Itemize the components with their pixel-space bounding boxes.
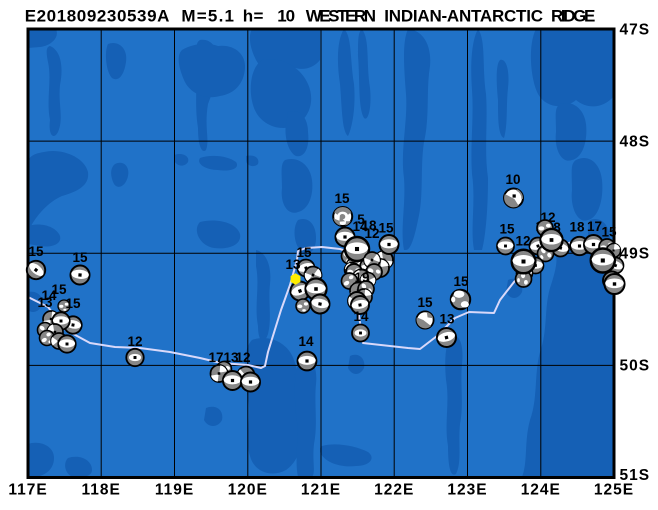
svg-text:15: 15 <box>296 245 312 260</box>
svg-text:15: 15 <box>72 250 88 265</box>
svg-text:10: 10 <box>277 7 295 26</box>
svg-text:14: 14 <box>353 309 369 324</box>
svg-text:E201809230539A: E201809230539A <box>25 7 170 26</box>
svg-text:15: 15 <box>51 282 67 297</box>
svg-text:18: 18 <box>361 218 377 233</box>
svg-text:50S: 50S <box>620 358 651 375</box>
svg-text:13: 13 <box>285 257 301 272</box>
svg-text:48S: 48S <box>620 133 651 150</box>
svg-text:5: 5 <box>357 212 365 227</box>
svg-text:10: 10 <box>505 172 520 187</box>
svg-text:19: 19 <box>354 270 369 285</box>
svg-text:125E: 125E <box>594 481 634 498</box>
svg-text:15: 15 <box>453 274 469 289</box>
svg-text:17: 17 <box>208 350 223 365</box>
svg-text:M=5.1: M=5.1 <box>181 7 234 26</box>
svg-text:49S: 49S <box>620 246 651 263</box>
svg-text:13: 13 <box>439 312 455 327</box>
svg-text:15: 15 <box>28 244 44 259</box>
svg-text:INDIAN-ANTARCTIC: INDIAN-ANTARCTIC <box>384 7 543 26</box>
svg-text:14: 14 <box>352 219 368 234</box>
svg-text:118E: 118E <box>82 481 121 498</box>
svg-text:13: 13 <box>223 350 239 365</box>
svg-text:121E: 121E <box>301 481 341 498</box>
svg-text:124E: 124E <box>521 481 561 498</box>
svg-text:12: 12 <box>515 234 530 249</box>
svg-text:RIDGE: RIDGE <box>551 7 595 26</box>
svg-text:12: 12 <box>127 334 142 349</box>
svg-text:14: 14 <box>41 288 57 303</box>
svg-text:51S: 51S <box>620 467 651 484</box>
svg-text:117E: 117E <box>8 481 47 498</box>
svg-text:12: 12 <box>235 350 250 365</box>
svg-text:h=: h= <box>243 7 264 26</box>
svg-text:15: 15 <box>334 191 350 206</box>
svg-text:120E: 120E <box>228 481 268 498</box>
svg-text:123E: 123E <box>447 481 487 498</box>
svg-text:17: 17 <box>587 219 602 234</box>
svg-text:15: 15 <box>499 222 515 237</box>
svg-text:15: 15 <box>65 296 81 311</box>
svg-text:47S: 47S <box>620 21 651 38</box>
svg-text:15: 15 <box>378 221 394 236</box>
svg-text:8: 8 <box>553 220 561 235</box>
svg-text:122E: 122E <box>374 481 414 498</box>
svg-text:WESTERN: WESTERN <box>306 7 376 26</box>
svg-text:13: 13 <box>37 295 53 310</box>
svg-text:119E: 119E <box>155 481 194 498</box>
svg-text:18: 18 <box>569 220 585 235</box>
svg-text:15: 15 <box>417 295 433 310</box>
svg-text:12: 12 <box>364 226 379 241</box>
svg-text:14: 14 <box>298 334 314 349</box>
svg-text:15: 15 <box>601 225 617 240</box>
